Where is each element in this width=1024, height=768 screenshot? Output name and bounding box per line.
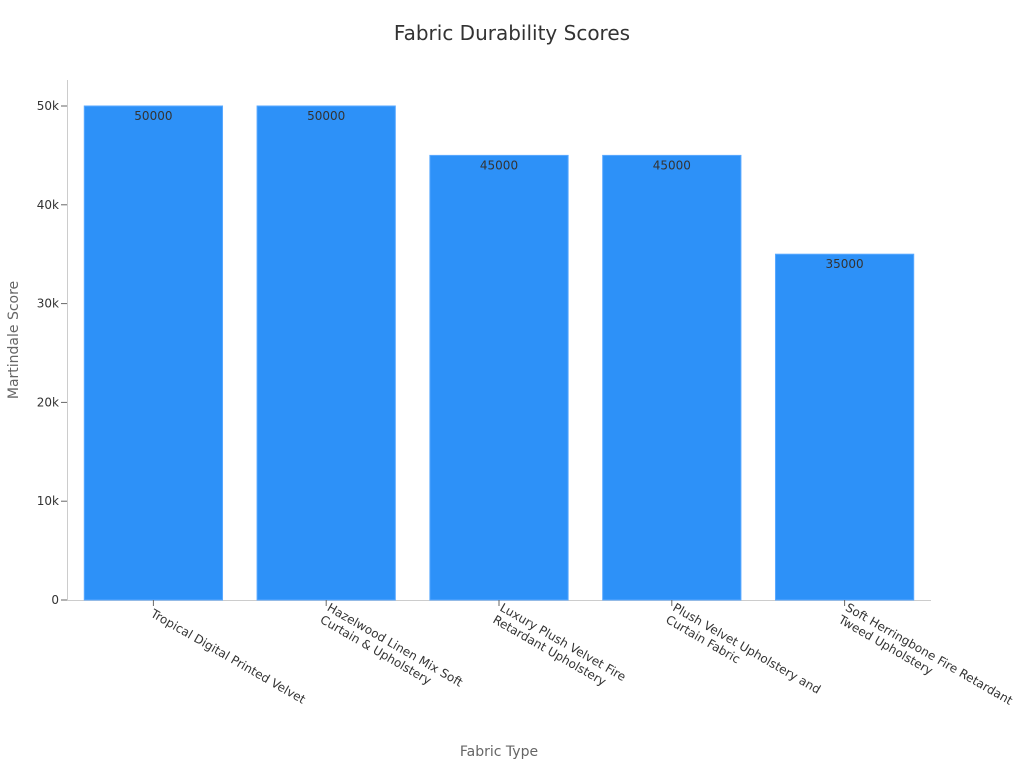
bar — [602, 154, 742, 601]
chart-title: Fabric Durability Scores — [394, 21, 630, 45]
y-tick-label: 20k — [37, 395, 59, 409]
bar-data-label: 45000 — [480, 158, 518, 172]
bar — [774, 253, 915, 601]
y-axis-label: Martindale Score — [6, 281, 22, 399]
x-tick-label: Luxury Plush Velvet FireRetardant Uphols… — [491, 600, 629, 696]
y-tick-label: 30k — [37, 297, 59, 311]
x-tick-label-line: Soft Herringbone Fire Retardant — [843, 600, 1015, 707]
x-tick-label-line: Tropical Digital Printed Velvet — [148, 606, 309, 707]
x-tick-label-line: Luxury Plush Velvet Fire — [498, 600, 629, 684]
x-tick-label: Hazelwood Linen Mix SoftCurtain & Uphols… — [318, 600, 466, 701]
bar-data-label: 50000 — [134, 109, 172, 123]
bar — [256, 105, 396, 601]
x-axis-label: Fabric Type — [460, 744, 538, 760]
bar — [429, 154, 569, 601]
x-tick-label-line: Hazelwood Linen Mix Soft — [325, 600, 466, 689]
y-tick-label: 0 — [51, 593, 59, 607]
x-tick-label: Tropical Digital Printed Velvet — [148, 606, 309, 707]
x-ticks: Tropical Digital Printed Velvet Hazelwood… — [148, 600, 1015, 720]
bar-data-label: 50000 — [307, 109, 345, 123]
bar-data-label: 45000 — [653, 158, 691, 172]
x-tick-label: Soft Herringbone Fire RetardantTweed Uph… — [835, 600, 1015, 720]
bar-data-label: 35000 — [826, 257, 864, 271]
y-tick-label: 40k — [37, 198, 59, 212]
y-tick-label: 10k — [37, 494, 59, 508]
bar — [83, 105, 224, 601]
y-ticks: 0 10k 20k 30k 40k 50k — [37, 99, 67, 607]
bars: 50000 50000 45000 45000 35000 — [83, 105, 915, 601]
y-tick-label: 50k — [37, 99, 59, 113]
x-tick-label: Plush Velvet Upholstery andCurtain Fabri… — [663, 600, 823, 708]
x-tick-label-line: Plush Velvet Upholstery and — [670, 600, 823, 696]
